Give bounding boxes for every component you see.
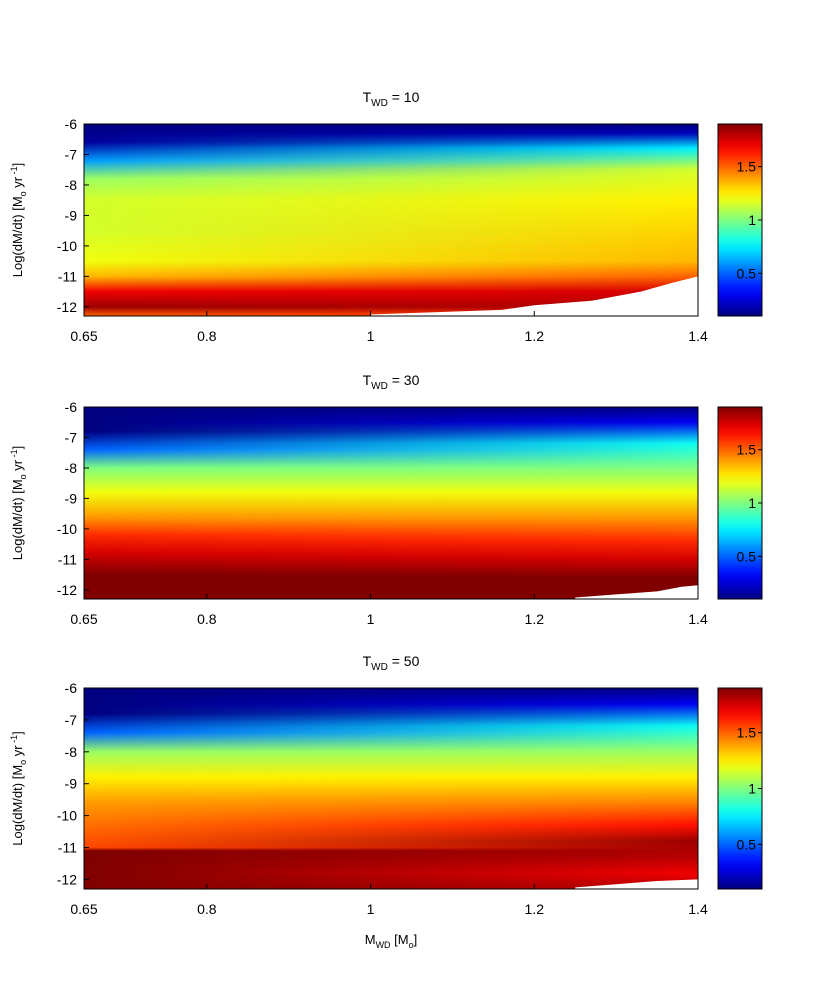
y-tick-label: -7 xyxy=(65,712,78,728)
y-tick-label: -12 xyxy=(57,582,77,598)
xlabel-rest: [M xyxy=(391,932,409,947)
ylabel-subscript: o xyxy=(18,191,28,196)
y-axis-label: Log(dM/dt) [Mo yr -1] xyxy=(9,163,28,278)
heatmap-panel-2: 0.65 0.8 1 1.2 1.4 -6 -7 -8 -9 -10 -11 -12 TWD = 30 L… xyxy=(9,372,708,627)
colorbar-tick-label: 1.5 xyxy=(737,725,757,741)
title-main: T xyxy=(363,653,372,669)
colorbar-scale xyxy=(717,123,763,317)
y-tick-label: -11 xyxy=(58,551,77,567)
x-tick-label: 0.8 xyxy=(197,901,217,917)
colorbar-tick-label: 0.5 xyxy=(737,265,757,281)
title-rest: = 30 xyxy=(388,372,420,388)
x-tick-label: 1.2 xyxy=(525,901,545,917)
colorbar-2: 0.5 1 1.5 xyxy=(717,406,763,600)
y-tick-label: -11 xyxy=(58,268,77,284)
xlabel-subscript: o xyxy=(409,940,414,950)
x-tick-label: 0.65 xyxy=(70,328,97,344)
x-axis-label: MWD [Mo] xyxy=(365,932,418,950)
ylabel-part: ] xyxy=(10,731,25,735)
x-tick-label: 1 xyxy=(367,901,375,917)
ylabel-subscript: o xyxy=(18,760,28,765)
y-tick-label: -7 xyxy=(65,146,78,162)
x-tick-label: 1.4 xyxy=(688,901,708,917)
colorbar-3: 0.5 1 1.5 xyxy=(717,687,763,890)
title-subscript: WD xyxy=(371,98,388,109)
x-tick-label: 0.8 xyxy=(197,611,217,627)
colorbar-tick-label: 1.5 xyxy=(737,159,757,175)
heatmap-panel-1: 0.65 0.8 1 1.2 1.4 -6 -7 -8 -9 -10 -11 -12 TWD = 10 L… xyxy=(9,89,708,344)
y-tick-label: -8 xyxy=(65,460,78,476)
y-tick-label: -9 xyxy=(65,776,78,792)
y-tick-label: -6 xyxy=(65,399,78,415)
axes-frame xyxy=(83,123,699,317)
ylabel-superscript: -1 xyxy=(9,735,19,746)
xlabel-end: ] xyxy=(414,932,418,947)
ylabel-part: Log(dM/dt) [M xyxy=(10,765,25,846)
y-tick-label: -8 xyxy=(65,177,78,193)
y-tick-label: -12 xyxy=(57,871,77,887)
y-tick-label: -10 xyxy=(57,521,77,537)
ylabel-part: Log(dM/dt) [M xyxy=(10,196,25,277)
title-rest: = 10 xyxy=(388,89,420,105)
title-main: T xyxy=(363,89,372,105)
y-axis-label: Log(dM/dt) [Mo yr -1] xyxy=(9,731,28,846)
axes-frame xyxy=(83,687,699,890)
heatmap-right-layer xyxy=(84,688,698,889)
y-tick-label: -9 xyxy=(65,207,78,223)
heatmap-right-layer xyxy=(84,407,698,599)
colorbar-tick-label: 1 xyxy=(748,212,756,228)
title-subscript: WD xyxy=(371,662,388,673)
colorbar-tick-label: 0.5 xyxy=(737,548,757,564)
axes-frame xyxy=(83,406,699,600)
x-tick-label: 1 xyxy=(367,611,375,627)
y-tick-label: -7 xyxy=(65,429,78,445)
ylabel-part: ] xyxy=(10,446,25,450)
x-tick-label: 1.4 xyxy=(688,611,708,627)
ylabel-part: yr xyxy=(10,176,25,191)
ylabel-part: Log(dM/dt) [M xyxy=(10,479,25,560)
x-tick-label: 1.2 xyxy=(525,328,545,344)
y-axis-label: Log(dM/dt) [Mo yr -1] xyxy=(9,446,28,561)
panel-title: TWD = 30 xyxy=(363,372,420,392)
ylabel-part: ] xyxy=(10,163,25,167)
ylabel-subscript: o xyxy=(18,474,28,479)
y-tick-label: -8 xyxy=(65,744,78,760)
ylabel-superscript: -1 xyxy=(9,166,19,177)
title-rest: = 50 xyxy=(388,653,420,669)
y-tick-label: -9 xyxy=(65,490,78,506)
x-tick-label: 1 xyxy=(367,328,375,344)
heatmap-right-layer xyxy=(84,124,698,316)
title-subscript: WD xyxy=(371,381,388,392)
no-data-region xyxy=(370,276,698,316)
y-tick-label: -10 xyxy=(57,238,77,254)
y-tick-label: -6 xyxy=(65,680,78,696)
y-tick-label: -10 xyxy=(57,808,77,824)
x-tick-label: 1.4 xyxy=(688,328,708,344)
no-data-region xyxy=(575,879,698,889)
panel-title: TWD = 50 xyxy=(363,653,420,673)
ylabel-part: yr xyxy=(10,459,25,474)
x-tick-label: 0.65 xyxy=(70,611,97,627)
y-tick-label: -6 xyxy=(65,116,78,132)
colorbar-scale xyxy=(717,687,763,890)
y-tick-label: -12 xyxy=(57,299,77,315)
colorbar-tick-label: 0.5 xyxy=(737,836,757,852)
title-main: T xyxy=(363,372,372,388)
y-tick-label: -11 xyxy=(58,840,77,856)
colorbar-tick-label: 1.5 xyxy=(737,442,757,458)
xlabel-subscript: WD xyxy=(376,940,391,950)
ylabel-superscript: -1 xyxy=(9,449,19,460)
no-data-region xyxy=(575,585,698,599)
colorbar-1: 0.5 1 1.5 xyxy=(717,123,763,317)
ylabel-part: yr xyxy=(10,745,25,760)
colorbar-tick-label: 1 xyxy=(748,495,756,511)
colorbar-tick-label: 1 xyxy=(748,781,756,797)
x-tick-label: 1.2 xyxy=(525,611,545,627)
xlabel-main: M xyxy=(365,932,376,947)
panel-title: TWD = 10 xyxy=(363,89,420,109)
x-tick-label: 0.65 xyxy=(70,901,97,917)
x-tick-label: 0.8 xyxy=(197,328,217,344)
